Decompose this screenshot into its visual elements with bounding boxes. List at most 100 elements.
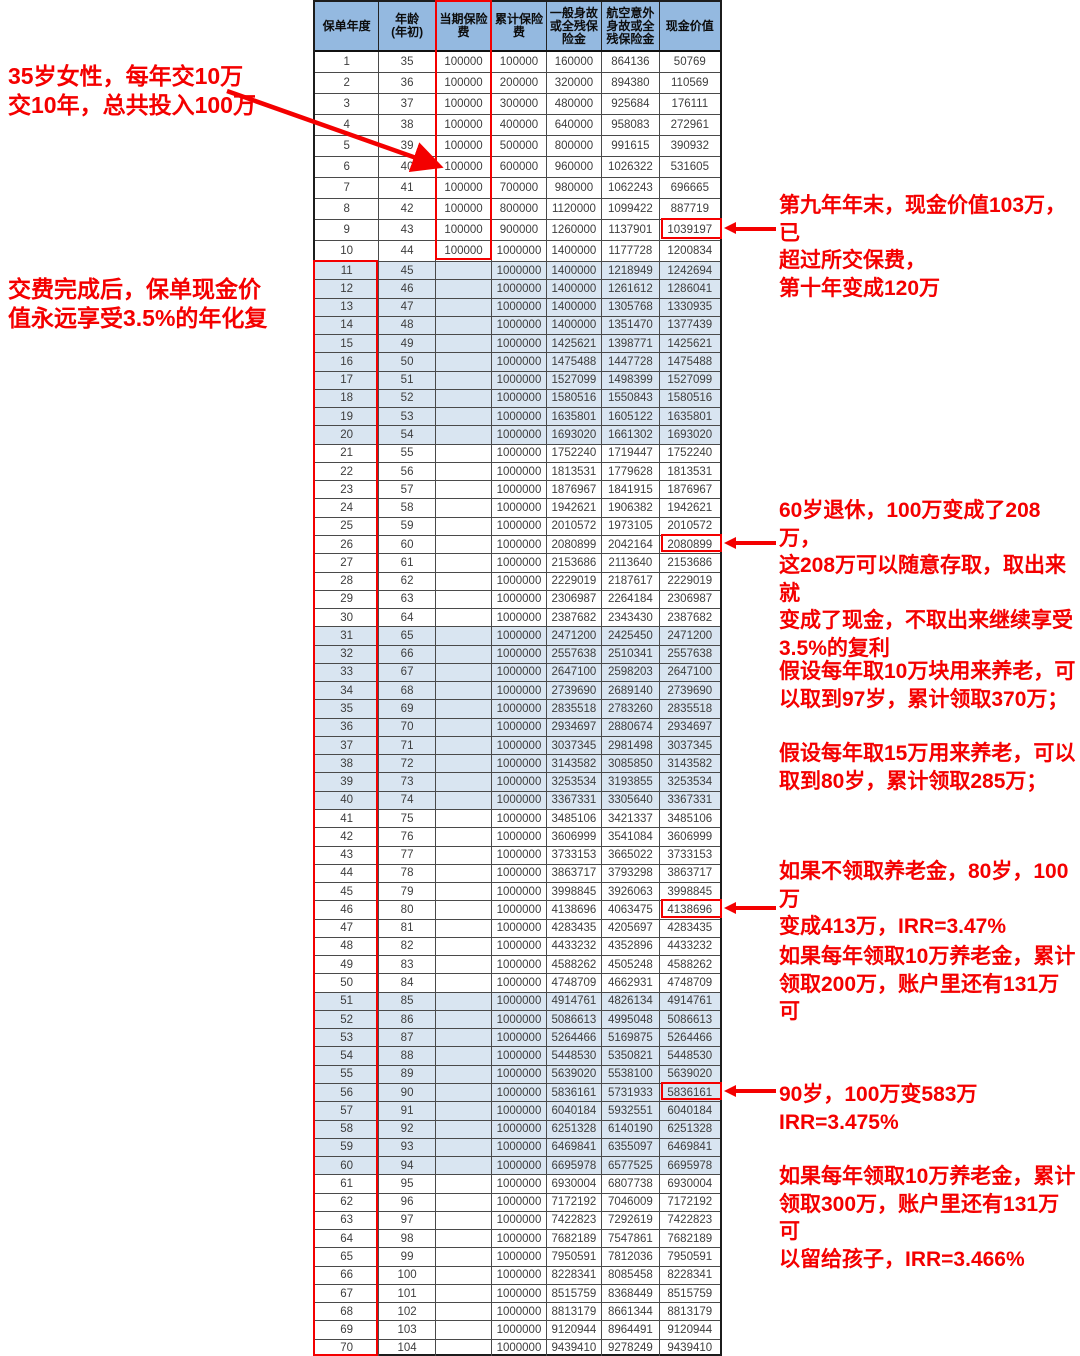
cell: 92 [379, 1120, 436, 1139]
cell: 800000 [492, 199, 547, 220]
cell: 3085850 [602, 755, 660, 774]
table-row: 39 73 1000000 3253534 3193855 3253534 [315, 773, 720, 792]
cell: 3863717 [659, 865, 720, 884]
cell: 4138696 [546, 901, 603, 920]
cell: 2229019 [546, 572, 603, 591]
cell: 900000 [492, 220, 547, 241]
header-cell: 累计保险 费 [492, 2, 547, 50]
cell: 3541084 [602, 828, 660, 847]
cell [435, 1120, 493, 1139]
table-row: 34 68 1000000 2739690 2689140 2739690 [315, 682, 720, 701]
cell: 100000 [435, 136, 493, 157]
table-row: 45 79 1000000 3998845 3926063 3998845 [315, 883, 720, 902]
cell: 300000 [492, 94, 547, 115]
cell [435, 810, 493, 829]
table-row: 27 61 1000000 2153686 2113640 2153686 [315, 554, 720, 573]
cell: 1 [315, 52, 380, 73]
cell: 84 [379, 974, 436, 993]
cell: 1000000 [492, 298, 547, 317]
cell: 2343430 [602, 609, 660, 628]
cell: 104 [379, 1339, 436, 1356]
cell: 2739690 [659, 682, 720, 701]
table-row: 40 74 1000000 3367331 3305640 3367331 [315, 791, 720, 810]
cell: 9278249 [602, 1339, 660, 1356]
cell: 3253534 [546, 773, 603, 792]
cell: 1000000 [492, 773, 547, 792]
cell: 49 [379, 335, 436, 354]
cell [435, 609, 493, 628]
note-compound-rate: 交费完成后，保单现金价 值永远享受3.5%的年化复 [8, 276, 268, 331]
cell: 6577525 [602, 1157, 660, 1176]
arrow-shaft [733, 1089, 776, 1094]
cell: 5264466 [659, 1029, 720, 1048]
cell: 3421337 [602, 810, 660, 829]
note-premium-plan: 35岁女性，每年交10万 交10年，总共投入100万 [8, 63, 256, 118]
cell: 3367331 [546, 791, 603, 810]
cell [435, 1138, 493, 1158]
cell: 3863717 [546, 864, 603, 884]
cell: 67 [315, 1284, 380, 1304]
cell: 9439410 [660, 1340, 720, 1356]
cell: 1000000 [492, 1248, 547, 1267]
cell: 38 [379, 115, 436, 136]
cell: 1876967 [546, 481, 603, 500]
cell [435, 718, 493, 737]
table-row: 13 47 1000000 1400000 1305768 1330935 [315, 298, 720, 317]
cell: 2264184 [602, 590, 660, 610]
cell: 1000000 [492, 1010, 547, 1030]
cell: 56 [315, 1084, 380, 1103]
table-row: 62 96 1000000 7172192 7046009 7172192 [315, 1193, 720, 1212]
cell: 29 [315, 590, 380, 610]
cell: 65 [315, 1248, 380, 1267]
note-withdraw-2m-total: 如果每年领取10万养老金，累计 领取200万，账户里还有131万可 [779, 945, 1076, 1023]
cell [435, 1248, 493, 1267]
cell [435, 335, 493, 354]
cell: 26 [315, 536, 380, 555]
left-arrow [724, 901, 776, 915]
cell: 3998845 [659, 883, 720, 902]
cell: 66 [379, 645, 436, 664]
table-row: 58 92 1000000 6251328 6140190 6251328 [315, 1120, 720, 1139]
cell: 13 [315, 298, 380, 317]
cell: 91 [379, 1102, 436, 1121]
cell: 41 [379, 178, 436, 199]
table-row: 36 70 1000000 2934697 2880674 2934697 [315, 718, 720, 737]
cell: 5169875 [602, 1029, 660, 1048]
cell: 5086613 [659, 1011, 720, 1030]
cell: 7046009 [602, 1193, 660, 1212]
cell: 71 [379, 736, 436, 756]
cell: 5264466 [546, 1029, 603, 1048]
cell: 640000 [546, 115, 603, 136]
cell: 6251328 [546, 1120, 603, 1139]
cell: 1000000 [492, 736, 547, 756]
cell: 110569 [659, 73, 720, 94]
table-row: 50 84 1000000 4748709 4662931 4748709 [315, 974, 720, 993]
cell: 35 [379, 52, 436, 73]
cell: 1000000 [492, 408, 547, 427]
cell: 20 [315, 426, 380, 445]
cell: 100000 [435, 94, 493, 115]
cell: 1200834 [659, 241, 720, 262]
cell: 3793298 [602, 864, 660, 884]
cell: 8813179 [546, 1303, 603, 1322]
cell: 14 [315, 316, 380, 336]
cell [435, 755, 493, 774]
cell [435, 1065, 493, 1084]
cell [435, 773, 493, 792]
cell: 86 [379, 1010, 436, 1030]
cell [435, 590, 493, 610]
cell: 1000000 [492, 627, 547, 646]
cell: 78 [379, 864, 436, 884]
cell: 90 [379, 1084, 436, 1103]
cell: 46 [315, 901, 380, 920]
cell: 35 [315, 700, 380, 719]
cell: 2080899 [659, 536, 720, 555]
cell: 5448530 [546, 1047, 603, 1066]
cell: 28 [315, 572, 380, 591]
cell: 54 [379, 426, 436, 445]
cell: 53 [379, 408, 436, 427]
table-row: 32 66 1000000 2557638 2510341 2557638 [315, 645, 720, 664]
cell: 2113640 [602, 554, 660, 573]
cell: 3367331 [659, 792, 720, 810]
cell: 3485106 [546, 810, 603, 829]
